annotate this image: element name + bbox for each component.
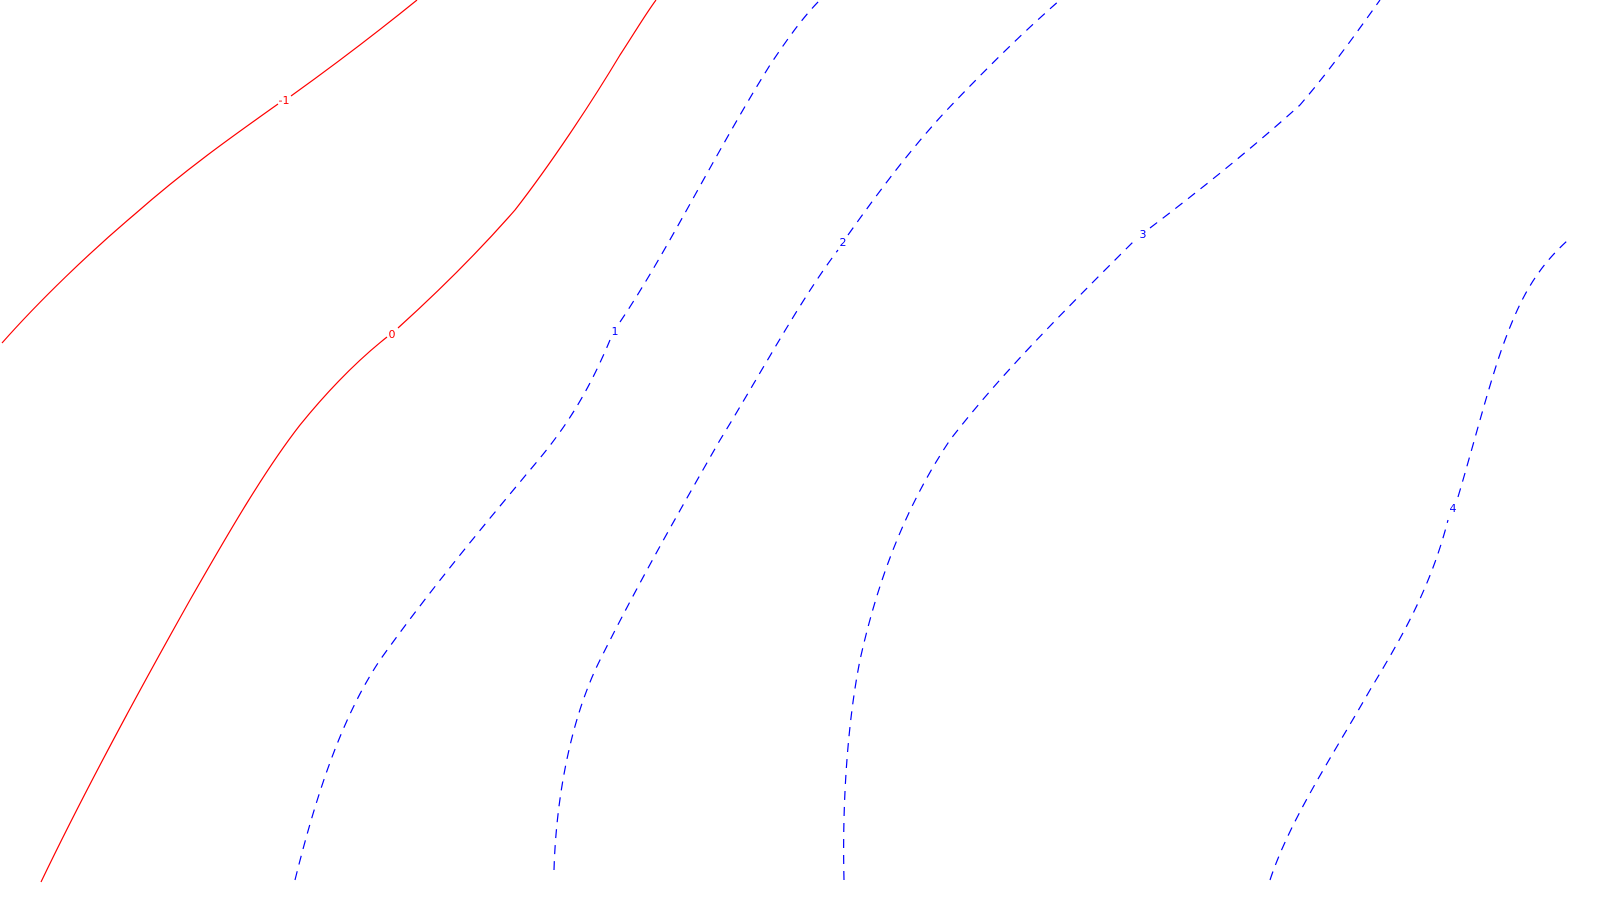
contour-line-1: 1	[294, 0, 821, 881]
contour-label-0: 0	[389, 328, 396, 341]
contour-line-2: 2	[553, 0, 1061, 871]
contour-label-2: 2	[840, 236, 847, 249]
contour-line-4: 4	[1269, 239, 1569, 881]
contour-label-3: 3	[1140, 228, 1147, 241]
contour-line-3: 3	[843, 0, 1381, 881]
contour-label-minus-1: -1	[279, 94, 290, 107]
contour-line-0: 0	[40, 0, 657, 883]
contour-label-1: 1	[612, 325, 619, 338]
contour-label-4: 4	[1450, 502, 1457, 515]
contour-line-minus-1: -1	[1, 0, 418, 344]
